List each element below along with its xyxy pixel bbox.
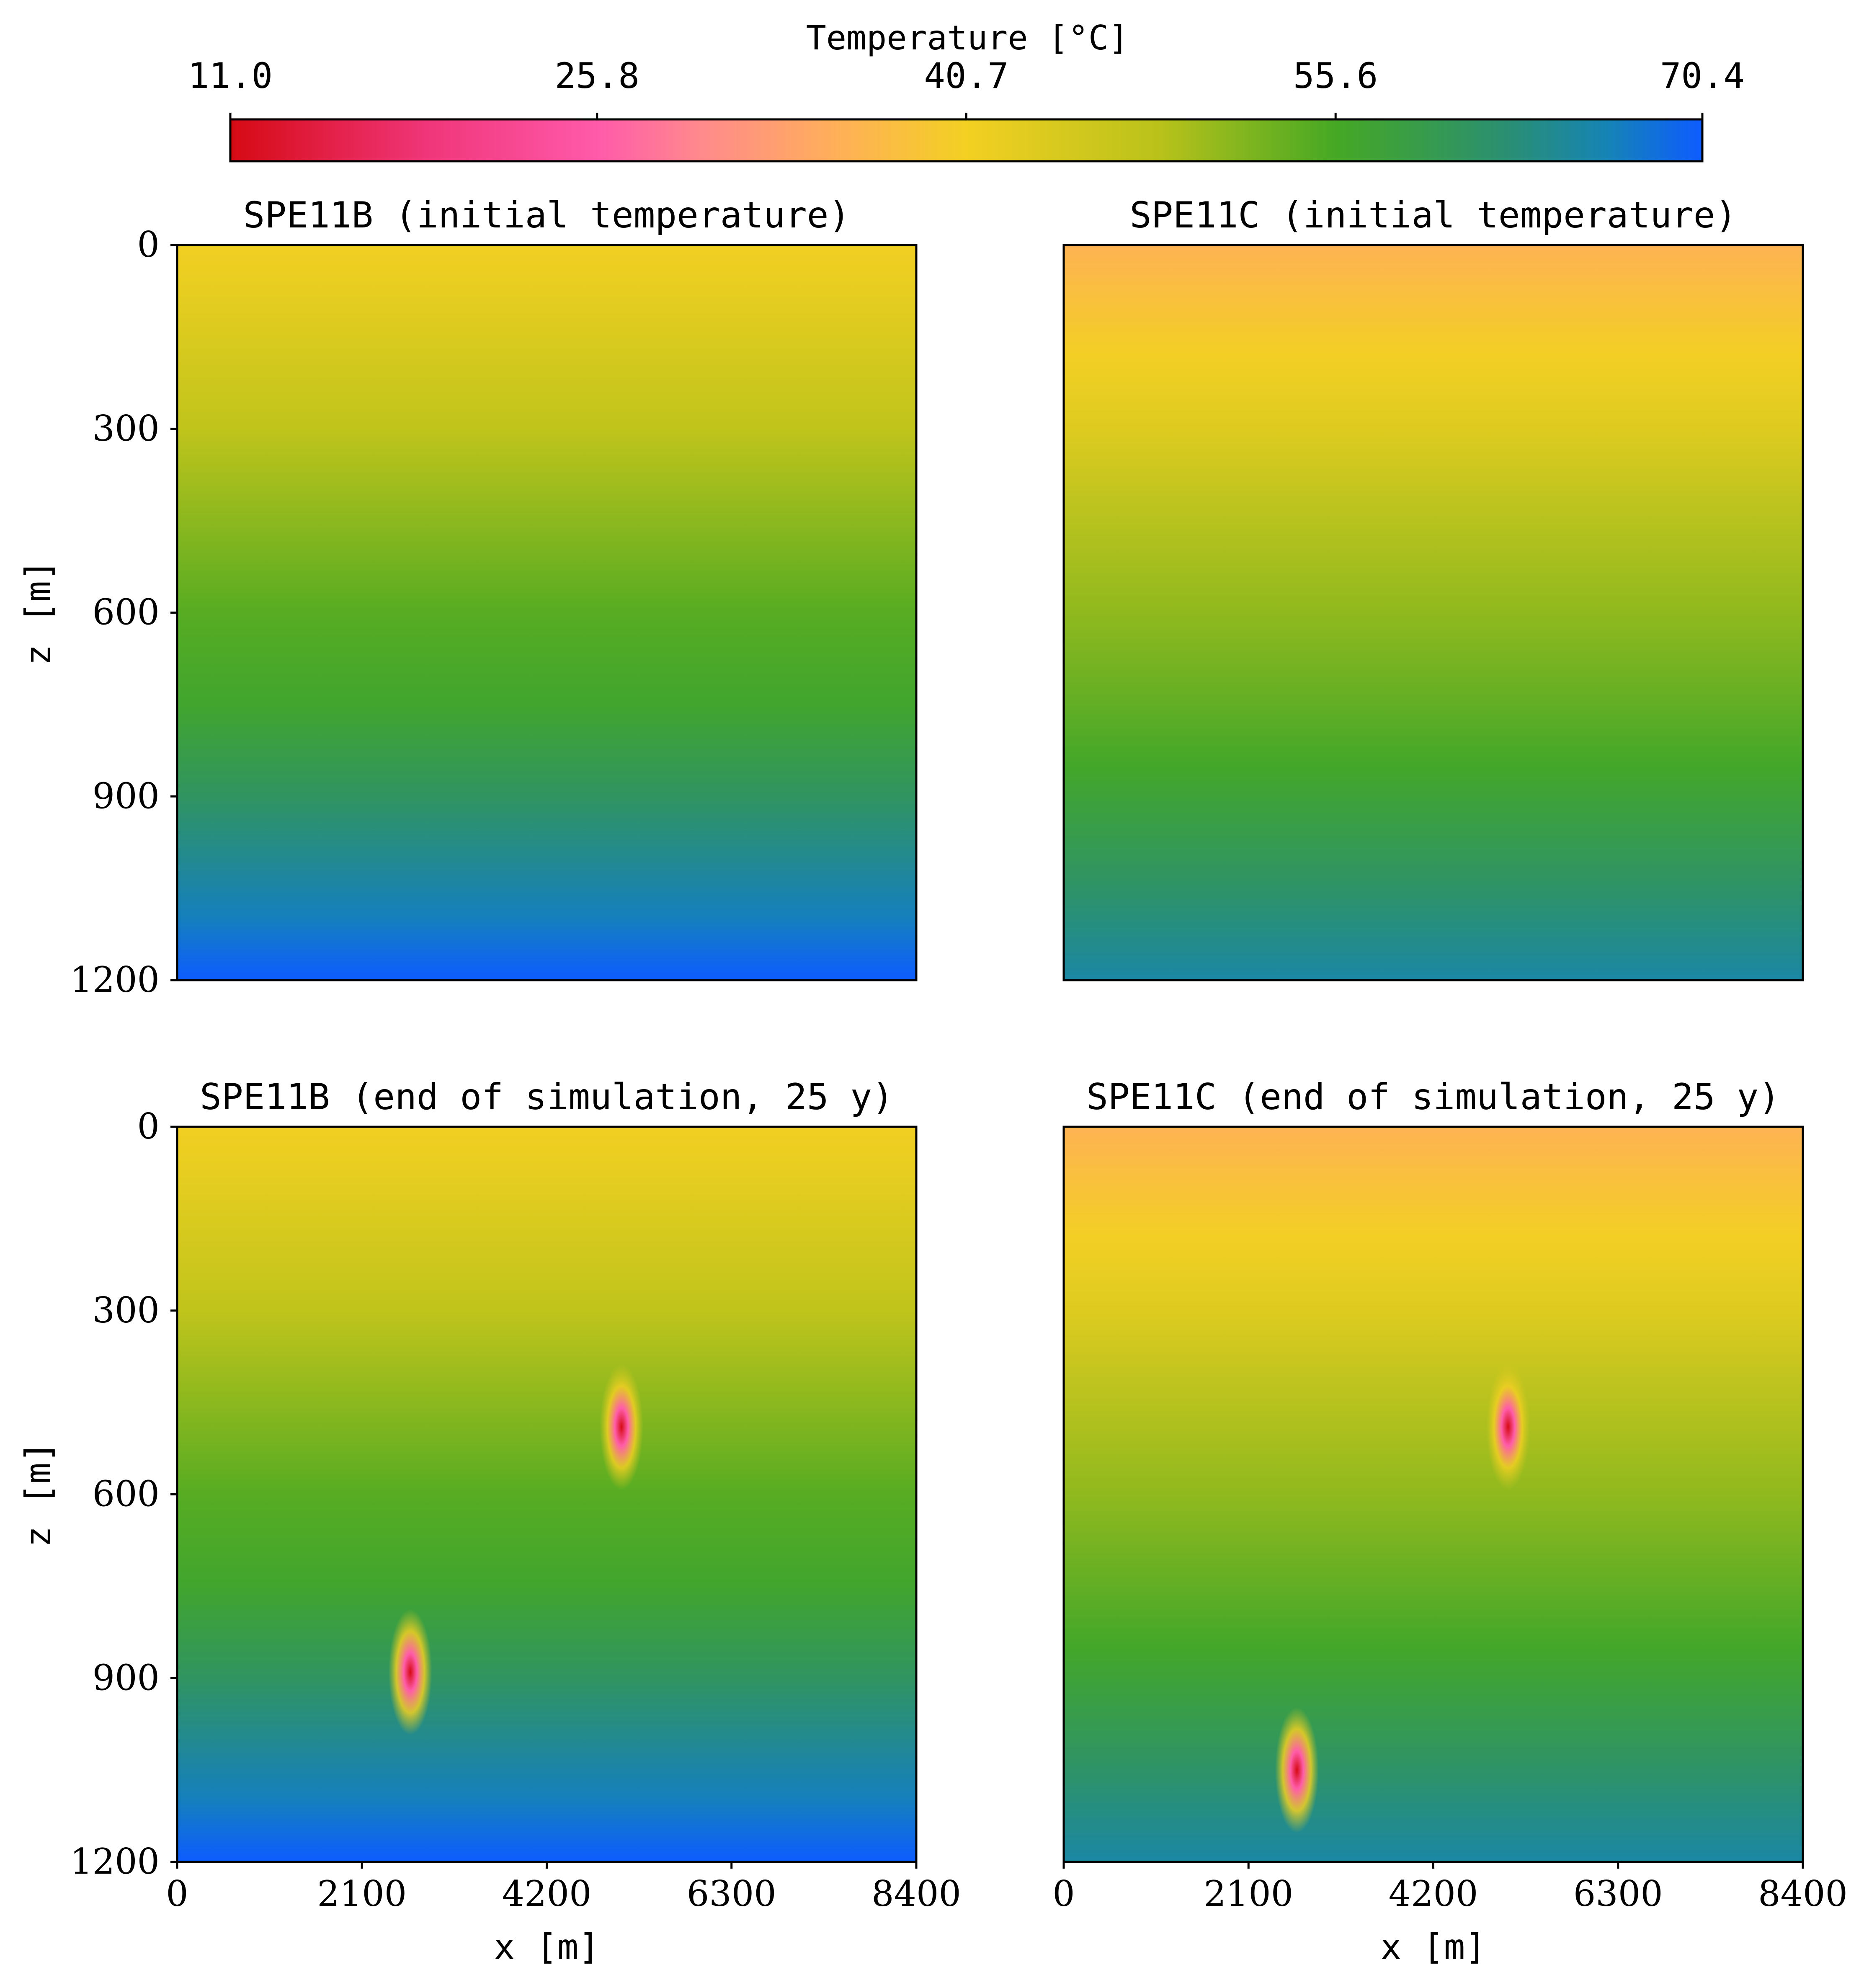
colorbar-tick-label: 70.4 (1660, 55, 1745, 96)
x-tick-label: 8400 (1758, 1873, 1848, 1914)
y-tick-label: 600 (93, 592, 160, 633)
panel-title: SPE11B (initial temperature) (243, 194, 851, 236)
panel-1: SPE11B (initial temperature) 0 300 600 900 12… (18, 194, 918, 1000)
x-tick-label: 6300 (1573, 1873, 1663, 1914)
panel-3: SPE11B (end of simulation, 25 y) 0 300 600 9… (18, 1076, 961, 1967)
x-tick-label: 0 (166, 1873, 188, 1914)
y-axis-label: z [m] (18, 1441, 59, 1547)
x-tick-label: 4200 (1389, 1873, 1478, 1914)
temperature-field (1064, 1127, 1803, 1862)
colorbar-tick-label: 55.6 (1293, 55, 1378, 96)
colorbar-tick-label: 25.8 (555, 55, 639, 96)
colorbar-title: Temperature [°C] (806, 18, 1129, 57)
cold-plume-anomaly (1486, 1364, 1530, 1490)
x-tick-label: 6300 (687, 1873, 776, 1914)
panel-title: SPE11B (end of simulation, 25 y) (200, 1076, 894, 1118)
x-axis-label: x [m] (494, 1926, 600, 1967)
y-tick-label: 0 (137, 224, 160, 265)
cold-plume-anomaly (1275, 1707, 1319, 1833)
x-tick-label: 2100 (1204, 1873, 1293, 1914)
colorbar: Temperature [°C] 11.0 25.8 40.7 55.6 70.4 (188, 18, 1745, 163)
panel-title: SPE11C (end of simulation, 25 y) (1086, 1076, 1780, 1118)
panel-title: SPE11C (initial temperature) (1130, 194, 1737, 236)
panel-2: SPE11C (initial temperature) (1062, 194, 1804, 981)
x-tick-label: 0 (1052, 1873, 1075, 1914)
cold-plume-anomaly (388, 1609, 432, 1735)
y-tick-label: 900 (93, 775, 160, 816)
temperature-field (1064, 245, 1803, 980)
colorbar-frame (229, 118, 1704, 163)
colorbar-tick-label: 11.0 (188, 55, 273, 96)
x-tick-label: 2100 (317, 1873, 407, 1914)
y-tick-label: 0 (137, 1106, 160, 1147)
colorbar-gradient (230, 119, 1702, 161)
y-tick-label: 900 (93, 1657, 160, 1698)
x-tick-label: 8400 (871, 1873, 961, 1914)
y-tick-label: 1200 (70, 1841, 160, 1882)
panel-frame (1062, 244, 1804, 981)
y-tick-label: 300 (93, 408, 160, 449)
cold-plume-anomaly (600, 1364, 644, 1490)
y-tick-label: 1200 (70, 959, 160, 1000)
panel-4: SPE11C (end of simulation, 25 y) 0 2100 420… (1052, 1076, 1848, 1967)
x-axis-label: x [m] (1380, 1926, 1486, 1967)
colorbar-tick-label: 40.7 (924, 55, 1008, 96)
temperature-field (177, 1127, 916, 1862)
y-tick-label: 300 (93, 1290, 160, 1331)
temperature-field (177, 245, 916, 980)
y-tick-label: 600 (93, 1474, 160, 1515)
y-axis-label: z [m] (18, 560, 59, 666)
x-tick-label: 4200 (502, 1873, 592, 1914)
